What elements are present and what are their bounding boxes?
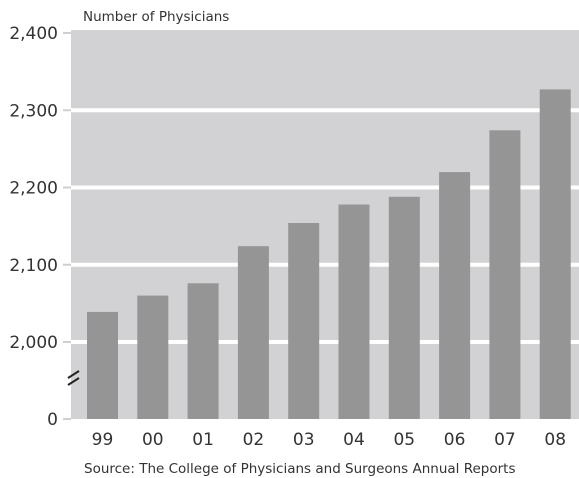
x-tick-label: 07 bbox=[494, 430, 516, 450]
axis-break-icon bbox=[67, 370, 80, 386]
y-tick-label: 2,200 bbox=[9, 179, 58, 199]
x-tick-label: 99 bbox=[92, 430, 114, 450]
y-tick-label: 2,000 bbox=[9, 333, 58, 353]
source-note: Source: The College of Physicians and Su… bbox=[84, 461, 516, 477]
bar-03 bbox=[288, 223, 320, 419]
x-axis-labels: 99 00 01 02 03 04 05 06 07 08 bbox=[92, 430, 566, 450]
x-tick-label: 01 bbox=[192, 430, 214, 450]
y-tick-label: 2,300 bbox=[9, 101, 58, 121]
y-tick-label: 2,100 bbox=[9, 256, 58, 276]
y-axis-title: Number of Physicians bbox=[83, 9, 229, 25]
y-axis-ticks: 0 2,000 2,100 2,200 2,300 2,400 bbox=[9, 24, 71, 430]
bar-05 bbox=[388, 196, 420, 419]
bar-07 bbox=[489, 130, 521, 420]
bar-99 bbox=[87, 311, 118, 419]
bar-00 bbox=[137, 295, 169, 419]
x-tick-label: 02 bbox=[243, 430, 265, 450]
bar-06 bbox=[439, 172, 471, 419]
x-tick-label: 03 bbox=[293, 430, 315, 450]
x-tick-label: 08 bbox=[544, 430, 566, 450]
x-tick-label: 00 bbox=[142, 430, 164, 450]
bar-04 bbox=[338, 204, 370, 419]
bar-01 bbox=[187, 283, 219, 419]
x-tick-label: 04 bbox=[343, 430, 365, 450]
x-tick-label: 05 bbox=[393, 430, 415, 450]
x-tick-label: 06 bbox=[444, 430, 466, 450]
bar-02 bbox=[237, 246, 269, 419]
bars bbox=[87, 89, 571, 420]
y-tick-label: 2,400 bbox=[9, 24, 58, 44]
y-tick-label: 0 bbox=[47, 410, 58, 430]
bar-08 bbox=[539, 89, 571, 420]
